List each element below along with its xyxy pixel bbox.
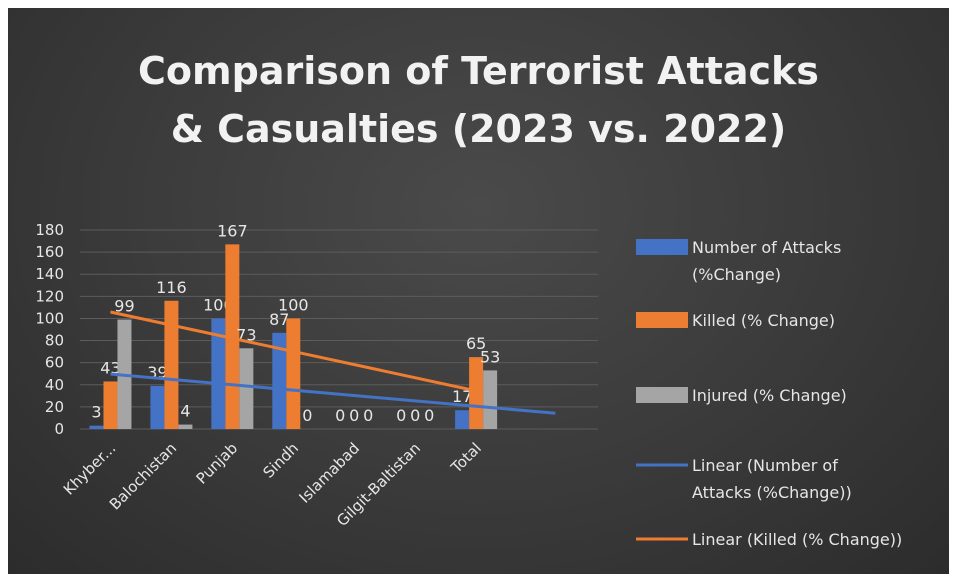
trendline bbox=[110, 372, 556, 415]
chart-title: Comparison of Terrorist Attacks & Casual… bbox=[8, 42, 949, 158]
y-tick-label: 40 bbox=[45, 376, 64, 394]
chart-title-line-1: Comparison of Terrorist Attacks bbox=[138, 49, 819, 93]
legend-label: Number of Attacks bbox=[692, 238, 841, 257]
category-label: Total bbox=[447, 439, 485, 477]
y-tick-label: 0 bbox=[54, 420, 64, 438]
data-label: 99 bbox=[114, 297, 134, 316]
bar bbox=[286, 318, 301, 429]
legend-label: Linear (Number of bbox=[692, 456, 838, 475]
data-label: 100 bbox=[278, 295, 309, 314]
category-label: Khyber... bbox=[60, 439, 119, 498]
bar bbox=[89, 425, 104, 429]
y-tick-label: 140 bbox=[35, 265, 64, 283]
y-tick-label: 120 bbox=[35, 287, 64, 305]
data-label: 43 bbox=[100, 358, 120, 377]
legend-label: Attacks (%Change)) bbox=[692, 483, 852, 502]
data-label: 65 bbox=[466, 334, 486, 353]
data-label: 116 bbox=[156, 278, 187, 297]
data-label: 167 bbox=[217, 221, 248, 240]
data-label: 0 bbox=[410, 406, 420, 425]
bar bbox=[178, 424, 193, 429]
y-tick-label: 20 bbox=[45, 398, 64, 416]
legend-swatch bbox=[636, 387, 688, 403]
legend-label: Linear (Killed (% Change)) bbox=[692, 530, 902, 549]
bar bbox=[239, 348, 254, 429]
bar bbox=[272, 332, 287, 429]
data-label: 87 bbox=[269, 310, 289, 329]
data-label: 17 bbox=[452, 387, 472, 406]
bar bbox=[211, 318, 226, 429]
y-tick-label: 100 bbox=[35, 309, 64, 327]
data-label: 0 bbox=[396, 406, 406, 425]
data-label: 0 bbox=[302, 406, 312, 425]
bar bbox=[469, 357, 484, 429]
y-tick-label: 60 bbox=[45, 354, 64, 372]
category-label: Punjab bbox=[193, 439, 242, 488]
bar bbox=[150, 385, 165, 429]
data-label: 3 bbox=[91, 403, 101, 422]
chart-area: Comparison of Terrorist Attacks & Casual… bbox=[8, 8, 949, 574]
y-tick-label: 160 bbox=[35, 243, 64, 261]
legend-swatch bbox=[636, 312, 688, 328]
chart-title-line-2: & Casualties (2023 vs. 2022) bbox=[170, 107, 787, 151]
data-label: 0 bbox=[335, 406, 345, 425]
data-label: 0 bbox=[349, 406, 359, 425]
bar bbox=[225, 244, 240, 429]
data-label: 0 bbox=[363, 406, 373, 425]
bar bbox=[164, 300, 179, 429]
y-tick-label: 80 bbox=[45, 332, 64, 350]
data-label: 0 bbox=[424, 406, 434, 425]
data-label: 4 bbox=[180, 402, 190, 421]
legend-label: Injured (% Change) bbox=[692, 386, 847, 405]
legend-label: (%Change) bbox=[692, 265, 781, 284]
legend-swatch bbox=[636, 239, 688, 255]
legend-label: Killed (% Change) bbox=[692, 311, 835, 330]
bar bbox=[103, 381, 118, 429]
bar bbox=[455, 410, 470, 429]
y-tick-label: 180 bbox=[35, 221, 64, 239]
trendline bbox=[110, 310, 477, 393]
category-label: Sindh bbox=[260, 439, 303, 482]
data-label: 53 bbox=[480, 347, 500, 366]
bar bbox=[483, 370, 498, 429]
